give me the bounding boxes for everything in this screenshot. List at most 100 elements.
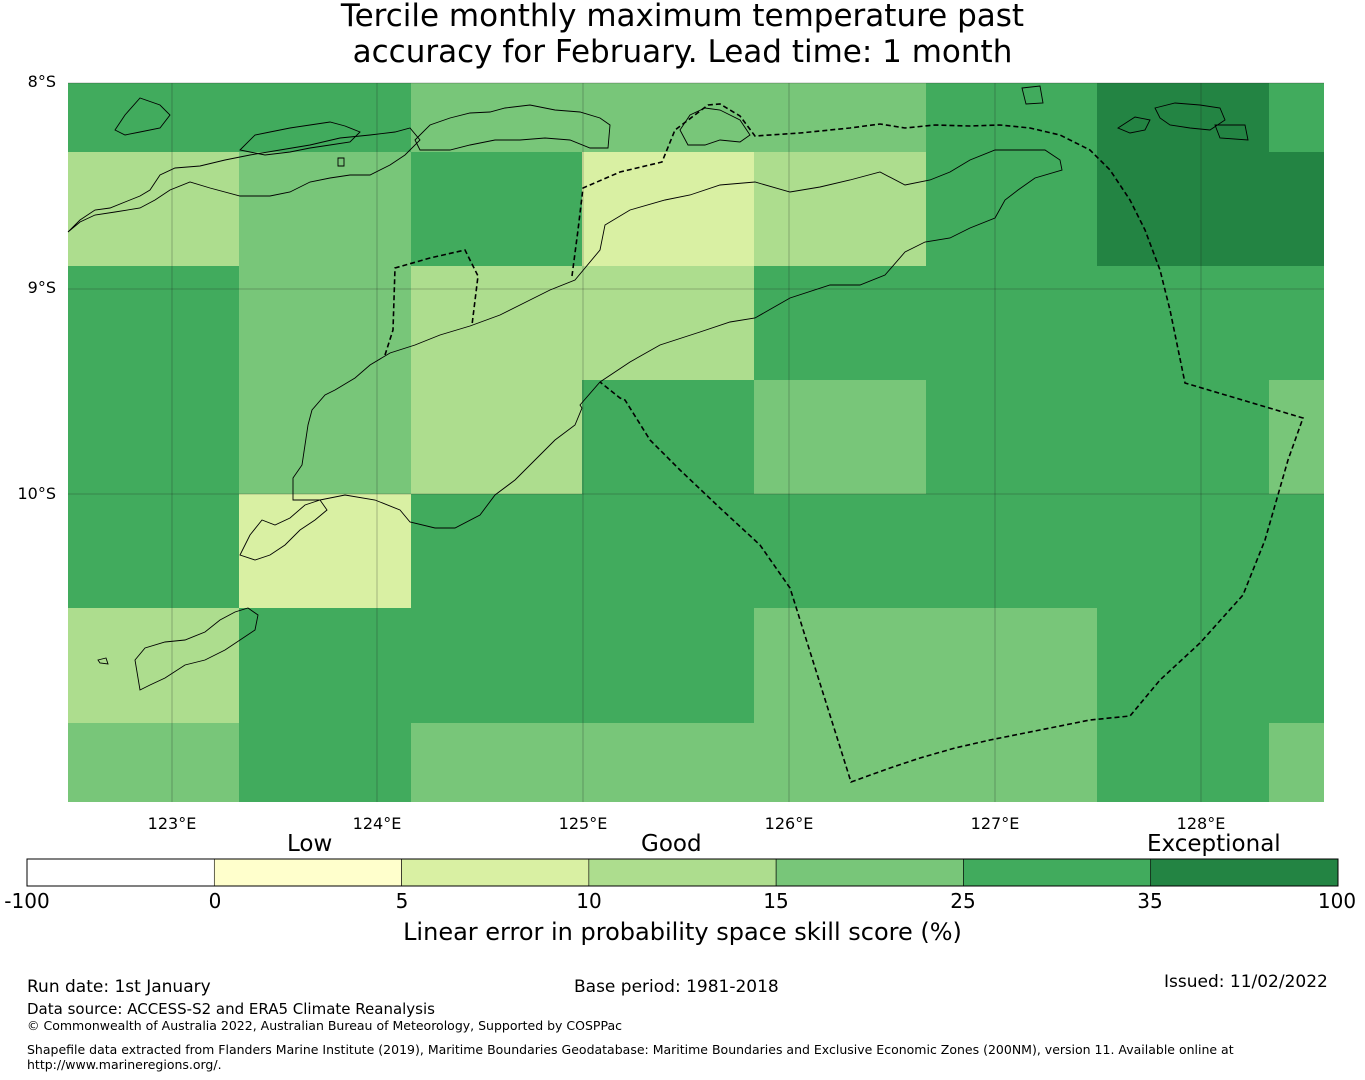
grid-cell	[754, 608, 926, 723]
grid-cell	[1097, 83, 1269, 152]
grid-cell	[239, 266, 411, 380]
grid-cell	[582, 266, 754, 380]
flores-east-coastline	[67, 127, 421, 233]
grid-cell	[1097, 380, 1269, 494]
colorbar-tick-label: 10	[576, 889, 602, 913]
grid-cell	[68, 723, 239, 802]
grid-cell	[1269, 494, 1324, 608]
lembata-coastline	[239, 121, 361, 156]
longitude-label: 126°E	[765, 814, 814, 833]
grid-cell	[239, 380, 411, 494]
colorbar-tick-label: -100	[4, 889, 50, 913]
islet-coastline	[337, 157, 345, 167]
grid-cell	[411, 380, 582, 494]
grid-cell	[239, 83, 411, 152]
grid-cell	[1097, 494, 1269, 608]
grid-cell	[1097, 266, 1269, 380]
grid-cell	[1097, 608, 1269, 723]
grid-cell	[754, 494, 926, 608]
colorbar-border	[26, 858, 1339, 887]
map-title: Tercile monthly maximum temperature past…	[0, 0, 1365, 70]
alor-pantar-coastline	[414, 104, 611, 151]
grid-cell	[1269, 152, 1324, 266]
title-line-1: Tercile monthly maximum temperature past	[340, 0, 1025, 34]
coastlines	[67, 85, 1249, 691]
grid-cell	[926, 608, 1097, 723]
colorbar-tick-label: 25	[950, 889, 976, 913]
latitude-label: 8°S	[28, 72, 56, 91]
grid-cell	[1097, 152, 1269, 266]
grid-cell	[926, 266, 1097, 380]
longitude-label: 125°E	[559, 814, 608, 833]
data-source: Data source: ACCESS-S2 and ERA5 Climate …	[27, 1000, 435, 1018]
shapefile-credit-line-2: http://www.marineregions.org/.	[27, 1057, 222, 1072]
grid-cell	[411, 152, 582, 266]
category-exceptional-label: Exceptional	[1147, 831, 1281, 857]
grid-cell	[582, 152, 754, 266]
grid-cell	[411, 83, 582, 152]
grid-cells	[68, 83, 1324, 802]
grid-cell	[926, 723, 1097, 802]
longitude-label: 123°E	[148, 814, 197, 833]
grid-cell	[411, 266, 582, 380]
grid-cell	[68, 380, 239, 494]
adonara-coastline	[114, 97, 171, 136]
shapefile-credit-line-1: Shapefile data extracted from Flanders M…	[27, 1042, 1234, 1057]
grid-cell	[754, 266, 926, 380]
longitude-labels: 123°E 124°E 125°E 126°E 127°E 128°E	[148, 814, 1226, 833]
grid-cell	[1097, 723, 1269, 802]
grid-cell	[926, 380, 1097, 494]
run-date: Run date: 1st January	[27, 977, 211, 997]
colorbar-segment	[213, 858, 402, 887]
colorbar-segment	[588, 858, 777, 887]
title-line-2: accuracy for February. Lead time: 1 mont…	[352, 34, 1013, 70]
longitude-label: 128°E	[1177, 814, 1226, 833]
kisar-coastline	[1021, 85, 1044, 105]
grid-cell	[239, 494, 411, 608]
timor-leste-eez-west	[571, 103, 1305, 784]
grid-cell	[411, 608, 582, 723]
grid-cell	[754, 380, 926, 494]
grid-cell	[1269, 723, 1324, 802]
grid-cell	[239, 723, 411, 802]
grid-cell	[68, 83, 239, 152]
grid-cell	[582, 608, 754, 723]
grid-cell	[754, 152, 926, 266]
grid-cell	[411, 494, 582, 608]
grid-cell	[68, 494, 239, 608]
colorbar-tick-label: 5	[395, 889, 409, 913]
colorbar-tick-label: 100	[1317, 889, 1357, 913]
copyright-notice: © Commonwealth of Australia 2022, Austra…	[27, 1018, 622, 1033]
graticule	[68, 82, 1324, 802]
rote-coastline	[239, 499, 328, 561]
grid-cell	[1269, 608, 1324, 723]
colorbar-tick-label: 35	[1137, 889, 1163, 913]
latitude-label: 10°S	[17, 484, 56, 503]
grid-cell	[239, 152, 411, 266]
romang-coastline	[1117, 116, 1151, 134]
grid-cell	[68, 152, 239, 266]
grid-cell	[754, 723, 926, 802]
grid-cell	[926, 494, 1097, 608]
colorbar-segment	[775, 858, 964, 887]
category-low-label: Low	[287, 831, 333, 857]
colorbar-segment	[963, 858, 1152, 887]
grid-cell	[582, 380, 754, 494]
oecusse-boundary	[384, 249, 479, 356]
wetar-coastline	[679, 107, 751, 146]
latitude-labels: 8°S 9°S 10°S	[17, 72, 56, 503]
colorbar-tick-label: 15	[763, 889, 789, 913]
grid-cell	[411, 723, 582, 802]
grid-cell	[1269, 266, 1324, 380]
grid-cell	[754, 83, 926, 152]
longitude-label: 124°E	[353, 814, 402, 833]
longitude-label: 127°E	[971, 814, 1020, 833]
grid-cell	[582, 494, 754, 608]
islet-coastline	[97, 657, 109, 665]
issued-date: Issued: 11/02/2022	[1164, 972, 1328, 992]
base-period: Base period: 1981-2018	[574, 977, 779, 997]
timor-coastline	[292, 149, 1063, 529]
grid-cell	[582, 83, 754, 152]
maritime-boundaries	[384, 103, 1305, 784]
